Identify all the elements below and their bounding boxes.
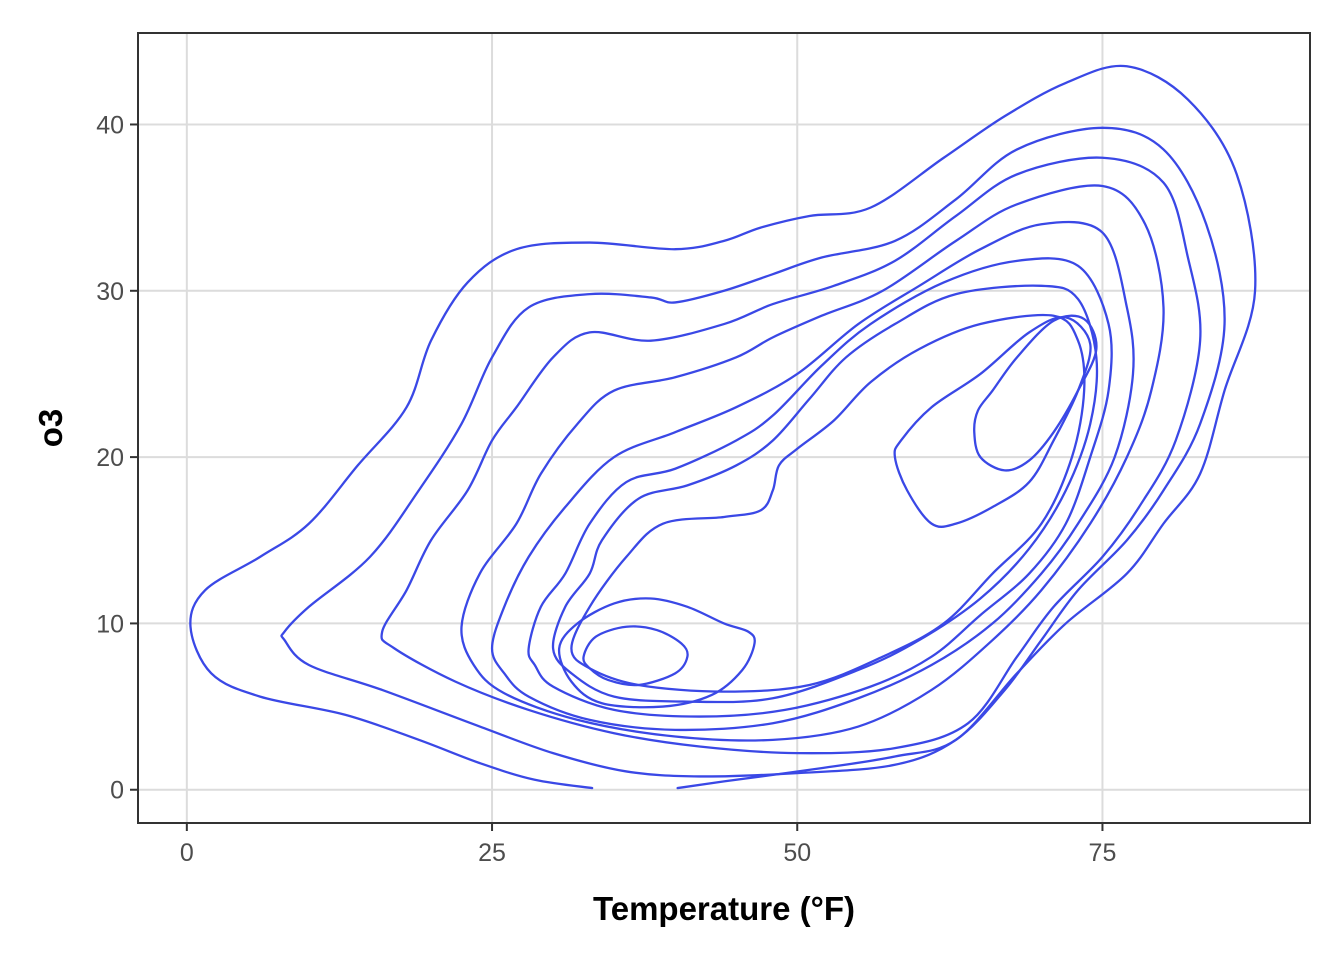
plot-panel-border [137, 32, 1311, 824]
contour-line-level-9-peak-left [557, 597, 756, 709]
axis-ticks: 0 25 50 75 0 10 20 30 40 [96, 111, 1116, 867]
contour-line-level-8 [570, 313, 1086, 693]
contour-line-level-1-left [189, 64, 1257, 790]
x-tick-label: 25 [478, 839, 506, 867]
y-tick-label: 40 [96, 111, 124, 139]
y-tick-label: 10 [96, 610, 124, 638]
contour-line-level-10-inner-left [582, 625, 689, 687]
contour-line-level-4 [460, 184, 1165, 742]
contour-line-level-6 [527, 257, 1113, 718]
contour-line-level-2 [280, 126, 1226, 778]
contour-line-level-10-inner-right [973, 314, 1098, 472]
y-tick-label: 0 [110, 777, 124, 805]
x-tick-label: 75 [1089, 839, 1117, 867]
contour-line-level-3 [380, 156, 1202, 755]
y-tick-label: 30 [96, 278, 124, 306]
gridlines [138, 33, 1310, 823]
contour-line-level-7 [551, 284, 1099, 704]
contour-line-level-5 [490, 220, 1135, 732]
y-axis-title: o3 [32, 409, 69, 448]
x-tick-label: 0 [180, 839, 194, 867]
x-axis-title: Temperature (°F) [593, 890, 855, 927]
y-tick-label: 20 [96, 444, 124, 472]
x-tick-label: 50 [783, 839, 811, 867]
contour-lines [189, 64, 1257, 790]
